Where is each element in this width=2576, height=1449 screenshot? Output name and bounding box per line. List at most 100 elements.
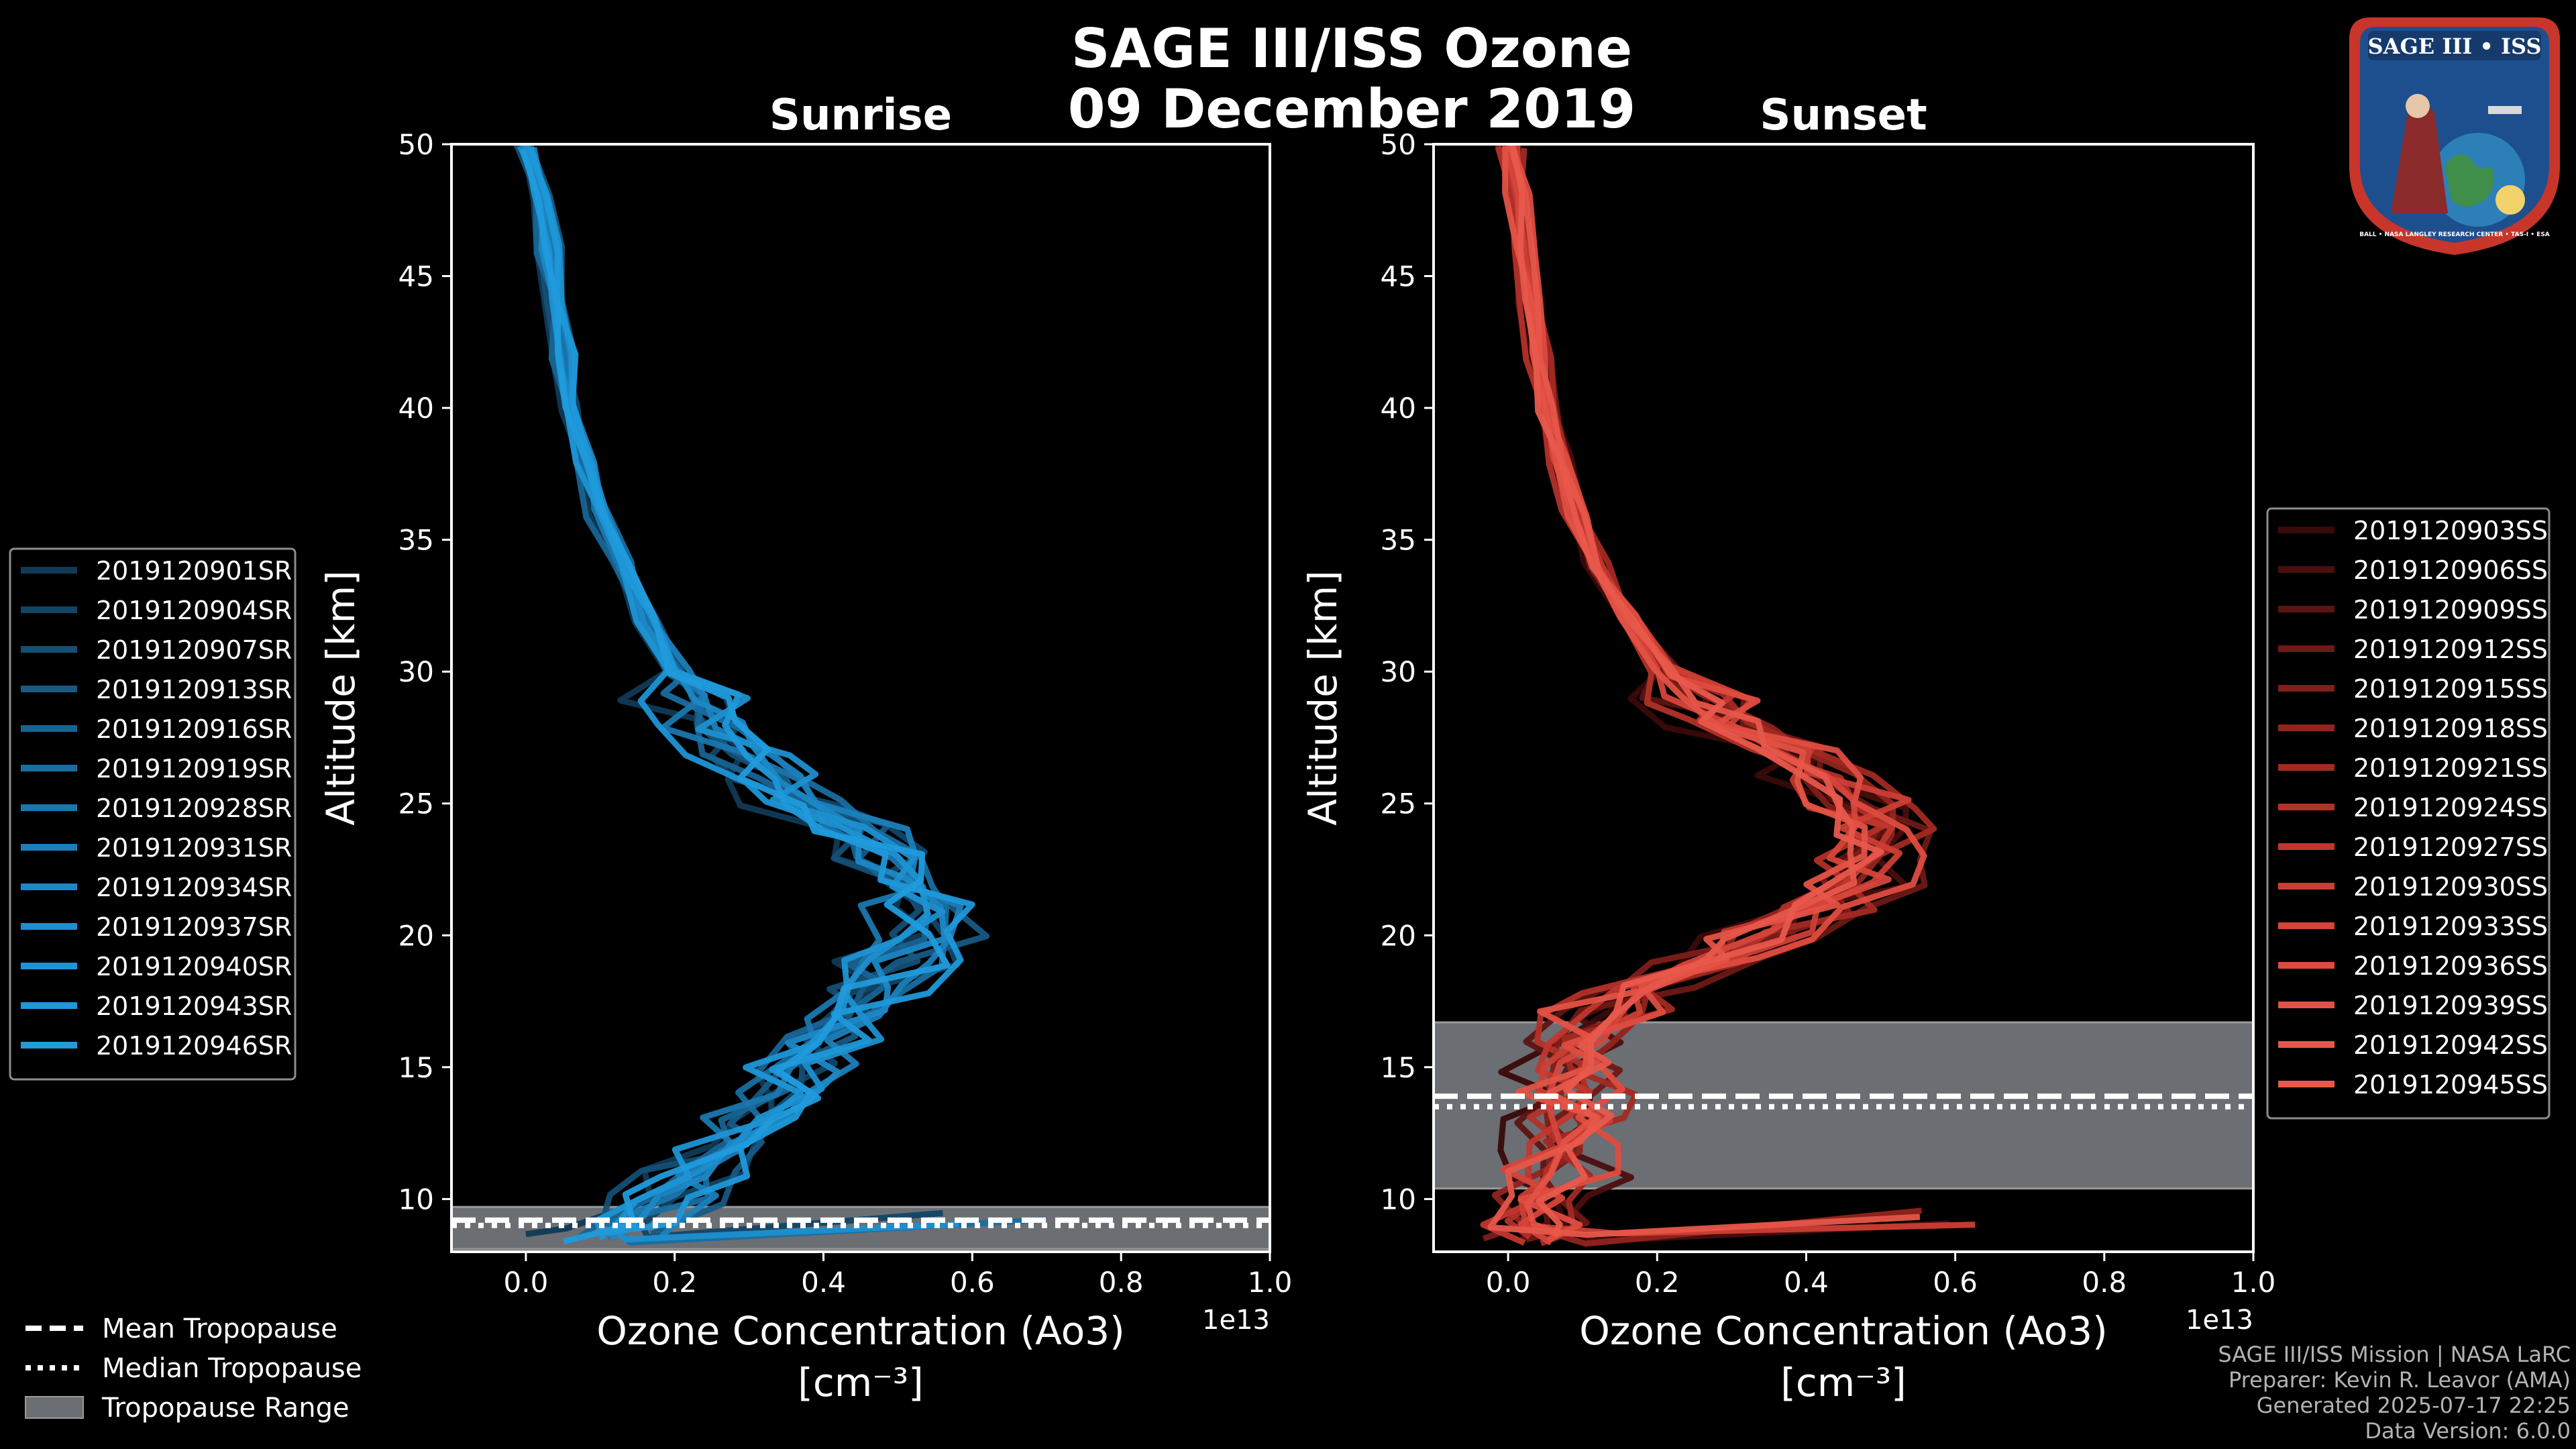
y-tick-label: 10: [398, 1183, 434, 1216]
x-axis-label: Ozone Concentration (Ao3): [1579, 1308, 2108, 1354]
legend-entry: 2019120919SR: [96, 754, 292, 784]
legend-entry: 2019120936SS: [2353, 951, 2548, 981]
legend-entry: 2019120927SS: [2353, 833, 2548, 862]
y-tick-label: 45: [1381, 260, 1416, 293]
legend-entry: 2019120912SS: [2353, 635, 2548, 664]
axes-frame: [1432, 143, 2255, 1253]
legend-entry: 2019120931SR: [96, 833, 292, 863]
y-tick-label: 15: [398, 1051, 434, 1084]
panel-title: Sunrise: [769, 91, 952, 140]
x-tick-label: 1.0: [1248, 1266, 1293, 1299]
x-tick-label: 0.8: [1099, 1266, 1144, 1299]
logo-scientist: [2391, 104, 2448, 213]
logo-scientist-head: [2406, 94, 2430, 118]
tropopause-legend-label: Mean Tropopause: [102, 1313, 337, 1344]
legend-entry: 2019120928SR: [96, 794, 292, 823]
legend-entry: 2019120942SS: [2353, 1030, 2548, 1060]
y-tick-label: 40: [398, 392, 434, 425]
y-tick-label: 30: [1381, 655, 1416, 688]
legend-box: [2266, 507, 2551, 1120]
x-tick-label: 0.0: [504, 1266, 549, 1299]
tropopause-legend: Mean Tropopause Median Tropopause Tropopau…: [25, 1313, 362, 1424]
x-tick-label: 0.4: [801, 1266, 846, 1299]
footer-credits: SAGE III/ISS Mission | NASA LaRC Prepare…: [2218, 1342, 2571, 1444]
legend-entry: 2019120901SR: [96, 556, 292, 586]
logo-continent: [2445, 154, 2494, 207]
x-tick-label: 0.8: [2082, 1266, 2127, 1299]
footer-line: Preparer: Kevin R. Leavor (AMA): [2228, 1367, 2571, 1393]
legend-entry: 2019120937SR: [96, 912, 292, 942]
series-legend-sunrise: 2019120901SR 2019120904SR 2019120907SR 2019…: [9, 547, 297, 1081]
profile-2019120904SR: [523, 144, 961, 1240]
y-tick-label: 45: [398, 260, 434, 293]
x-offset-label: 1e13: [2186, 1305, 2253, 1336]
x-axis-unit-label: [cm⁻³]: [1780, 1360, 1907, 1405]
legend-entry: 2019120907SR: [96, 635, 292, 665]
y-axis-label: Altitude [km]: [318, 570, 364, 825]
legend-entry: 2019120934SR: [96, 873, 292, 902]
series-legend-sunset: 2019120903SS 2019120906SS 2019120909SS 2019…: [2266, 507, 2551, 1120]
y-tick-label: 20: [398, 919, 434, 952]
panel-sunset: 0.0 0.2 0.4 0.6 0.8 1.0 10 15 20 25 30 35 40 45 50 Suns…: [1300, 91, 2551, 1405]
x-tick-label: 0.6: [1933, 1266, 1978, 1299]
profile-2019120937SR: [523, 144, 959, 1243]
x-offset-label: 1e13: [1202, 1305, 1270, 1336]
legend-entry: 2019120924SS: [2353, 793, 2548, 822]
y-tick-label: 50: [1381, 128, 1416, 161]
legend-entry: 2019120945SS: [2353, 1070, 2548, 1099]
y-tick-label: 15: [1381, 1051, 1416, 1084]
legend-entry: 2019120909SS: [2353, 595, 2548, 625]
y-tick-label: 40: [1381, 392, 1416, 425]
legend-entry: 2019120921SS: [2353, 753, 2548, 783]
tropopause-legend-label: Median Tropopause: [102, 1353, 362, 1384]
y-tick-label: 25: [1381, 788, 1416, 820]
sage-mission-logo: SAGE III • ISS BALL • NASA LANGLEY RESEA…: [2349, 17, 2560, 255]
x-tick-label: 0.2: [1635, 1266, 1680, 1299]
y-tick-label: 50: [398, 128, 434, 161]
x-tick-label: 0.4: [1784, 1266, 1829, 1299]
figure-title-line1: SAGE III/ISS Ozone: [1071, 17, 1633, 80]
y-tick-label: 20: [1381, 919, 1416, 952]
footer-line: Data Version: 6.0.0: [2365, 1418, 2571, 1444]
profile-2019120946SR: [519, 148, 951, 1245]
logo-ring-text: BALL • NASA LANGLEY RESEARCH CENTER • TA…: [2359, 231, 2550, 238]
legend-entry: 2019120940SR: [96, 952, 292, 981]
y-tick-label: 35: [1381, 524, 1416, 557]
tropopause-legend-label: Tropopause Range: [101, 1393, 350, 1424]
legend-entry: 2019120906SS: [2353, 555, 2548, 585]
figure-title-line2: 09 December 2019: [1067, 78, 1636, 140]
legend-entry: 2019120939SS: [2353, 991, 2548, 1020]
x-tick-label: 0.0: [1486, 1266, 1531, 1299]
axes-frame: [450, 143, 1271, 1253]
x-axis-label: Ozone Concentration (Ao3): [596, 1308, 1125, 1354]
legend-entry: 2019120946SR: [96, 1031, 292, 1061]
legend-entry: 2019120930SS: [2353, 872, 2548, 902]
x-tick-label: 0.6: [950, 1266, 995, 1299]
legend-entry: 2019120903SS: [2353, 516, 2548, 545]
footer-line: Generated 2025-07-17 22:25: [2256, 1393, 2571, 1418]
panel-sunrise: 0.0 0.2 0.4 0.6 0.8 1.0 10 15 20 25 30 35 40 45 50 Sunr…: [9, 91, 1293, 1405]
legend-box: [9, 547, 297, 1081]
legend-entry: 2019120915SS: [2353, 674, 2548, 704]
y-axis-label: Altitude [km]: [1300, 570, 1346, 825]
legend-entry: 2019120916SR: [96, 714, 292, 744]
y-tick-label: 30: [398, 655, 434, 688]
footer-line: SAGE III/ISS Mission | NASA LaRC: [2218, 1342, 2571, 1367]
x-tick-label: 1.0: [2231, 1266, 2276, 1299]
x-tick-label: 0.2: [652, 1266, 697, 1299]
x-axis-unit-label: [cm⁻³]: [798, 1360, 924, 1405]
figure-title: SAGE III/ISS Ozone 09 December 2019: [0, 19, 2576, 140]
y-tick-label: 35: [398, 524, 434, 557]
y-tick-label: 10: [1381, 1183, 1416, 1216]
legend-entry: 2019120918SS: [2353, 714, 2548, 743]
legend-entry: 2019120933SS: [2353, 912, 2548, 941]
logo-station: [2488, 106, 2522, 114]
panel-title: Sunset: [1760, 91, 1927, 140]
logo-banner: [2368, 31, 2541, 60]
profile-2019120931SR: [531, 146, 964, 1240]
legend-entry: 2019120904SR: [96, 596, 292, 625]
logo-sun: [2496, 185, 2525, 215]
profile-lines: [513, 144, 1044, 1246]
legend-range-swatch: [25, 1396, 84, 1419]
